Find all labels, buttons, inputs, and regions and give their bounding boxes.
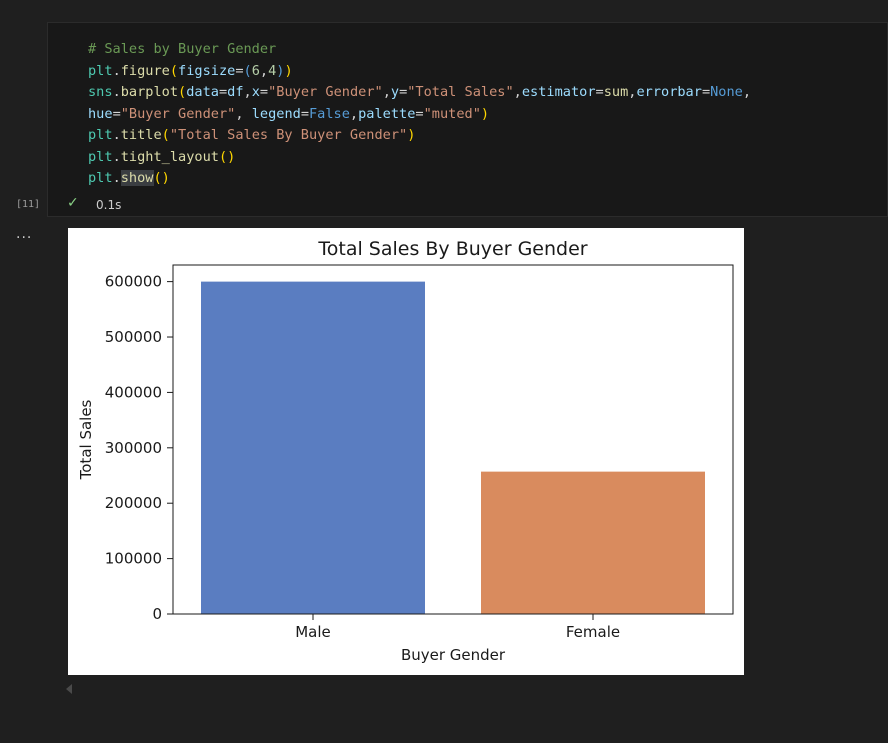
code-token: sum [603,84,629,100]
code-token: tight_layout [120,148,219,165]
bar [201,281,425,614]
code-token: figsize [178,62,236,79]
code-token: palette [358,105,416,122]
code-token: legend [251,105,301,122]
plot-frame [172,264,734,615]
more-actions-icon[interactable]: ... [16,226,33,242]
code-token: show [120,170,154,186]
y-tick-label: 400000 [105,383,162,401]
code-token: = [112,105,121,122]
x-tick-label: Male [295,623,331,641]
code-token: None [710,84,743,100]
bar-chart: Total Sales By Buyer Gender 0 100000 200000… [77,238,734,664]
code-token: . [112,170,121,186]
code-token: = [415,105,424,122]
code-token: , [259,62,269,79]
code-token: errorbar [636,84,702,100]
code-token: "Total Sales By Buyer Gender" [169,127,408,143]
code-token: , [628,84,637,100]
code-token: "Buyer Gender" [268,84,383,100]
x-axis-label: Buyer Gender [401,646,506,664]
code-cell[interactable]: # Sales by Buyer Gender plt.figure(figsiz… [47,22,888,217]
code-token: . [112,127,121,143]
code-token: barplot [120,84,179,100]
code-token: , [349,105,359,122]
code-token: ) [276,62,285,79]
y-tick-label: 200000 [105,494,162,512]
y-tick-label: 500000 [105,328,162,346]
chart-title: Total Sales By Buyer Gender [317,238,587,260]
cell-output-chart: Total Sales By Buyer Gender 0 100000 200000… [68,228,744,675]
code-token: x [251,84,260,100]
y-tick-label: 100000 [105,550,162,568]
y-axis-label: Total Sales [77,399,95,480]
code-token: data [186,84,219,100]
code-token: , [742,84,752,100]
code-token: sns [88,84,113,100]
code-line: hue="Buyer Gender", legend=False,palette… [88,104,751,126]
code-token: ( [178,84,187,100]
code-token: . [112,62,121,79]
code-token: "muted" [423,105,481,122]
code-line: plt.title("Total Sales By Buyer Gender") [88,125,751,147]
code-token: = [399,84,408,100]
code-token: # Sales by Buyer Gender [88,41,277,57]
code-token: y [390,84,400,100]
scroll-left-arrow-icon[interactable] [66,684,72,694]
code-line: # Sales by Buyer Gender [88,39,751,61]
code-token: hue [88,105,113,122]
code-token: figure [120,62,170,79]
execution-count: [11] [16,199,41,210]
code-token: False [309,105,350,122]
code-token: () [153,170,170,186]
code-token: plt [88,170,113,186]
code-token: () [218,148,236,165]
code-token: = [218,84,228,100]
code-line: plt.tight_layout() [88,147,751,169]
code-token: ) [284,62,293,79]
code-token: title [120,127,162,143]
y-tick-label: 600000 [105,273,162,291]
code-token: = [235,62,244,79]
code-token: plt [88,148,113,165]
code-token: df [227,84,244,100]
code-token: plt [88,127,113,143]
code-token: ( [161,127,170,143]
code-token: estimator [521,84,596,100]
x-tick-label: Female [566,623,620,641]
code-token: = [701,84,711,100]
code-token: 6 [251,62,260,79]
code-token: = [300,105,309,122]
bar [481,471,705,614]
code-token: ( [243,62,252,79]
code-token: plt [88,62,113,79]
code-token: 4 [268,62,277,79]
code-token: , [382,84,391,100]
code-token: ) [407,127,416,143]
y-tick-label: 300000 [105,439,162,457]
code-token: "Total Sales" [407,84,514,100]
code-line: plt.figure(figsize=(6,4)) [88,61,751,83]
code-token: ( [169,62,179,79]
code-line: plt.show() [88,168,751,190]
code-token: "Buyer Gender" [120,105,236,122]
code-token: = [595,84,604,100]
code-token: . [112,84,121,100]
y-tick-label: 0 [152,605,162,623]
code-token: , [513,84,522,100]
check-icon: ✓ [67,195,79,211]
code-editor[interactable]: # Sales by Buyer Gender plt.figure(figsiz… [88,39,751,190]
code-token: ) [480,105,490,122]
code-line: sns.barplot(data=df,x="Buyer Gender",y="… [88,82,751,104]
code-token: , [235,105,252,122]
code-token: = [259,84,269,100]
code-token: . [112,148,121,165]
execution-time: 0.1s [96,198,122,212]
code-token: , [243,84,252,100]
